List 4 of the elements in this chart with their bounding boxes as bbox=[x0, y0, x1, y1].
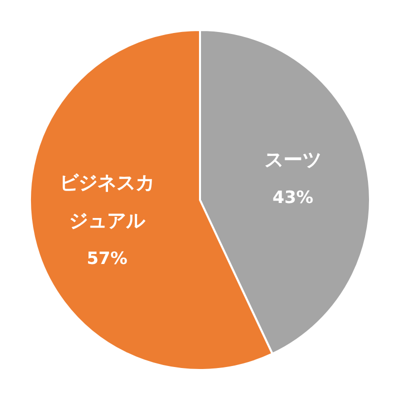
data-label: 43% bbox=[272, 187, 314, 210]
data-label: 57% bbox=[86, 248, 128, 271]
slice-label: スーツ bbox=[263, 148, 322, 174]
slice-label: ビジネスカジュアル bbox=[58, 170, 156, 234]
